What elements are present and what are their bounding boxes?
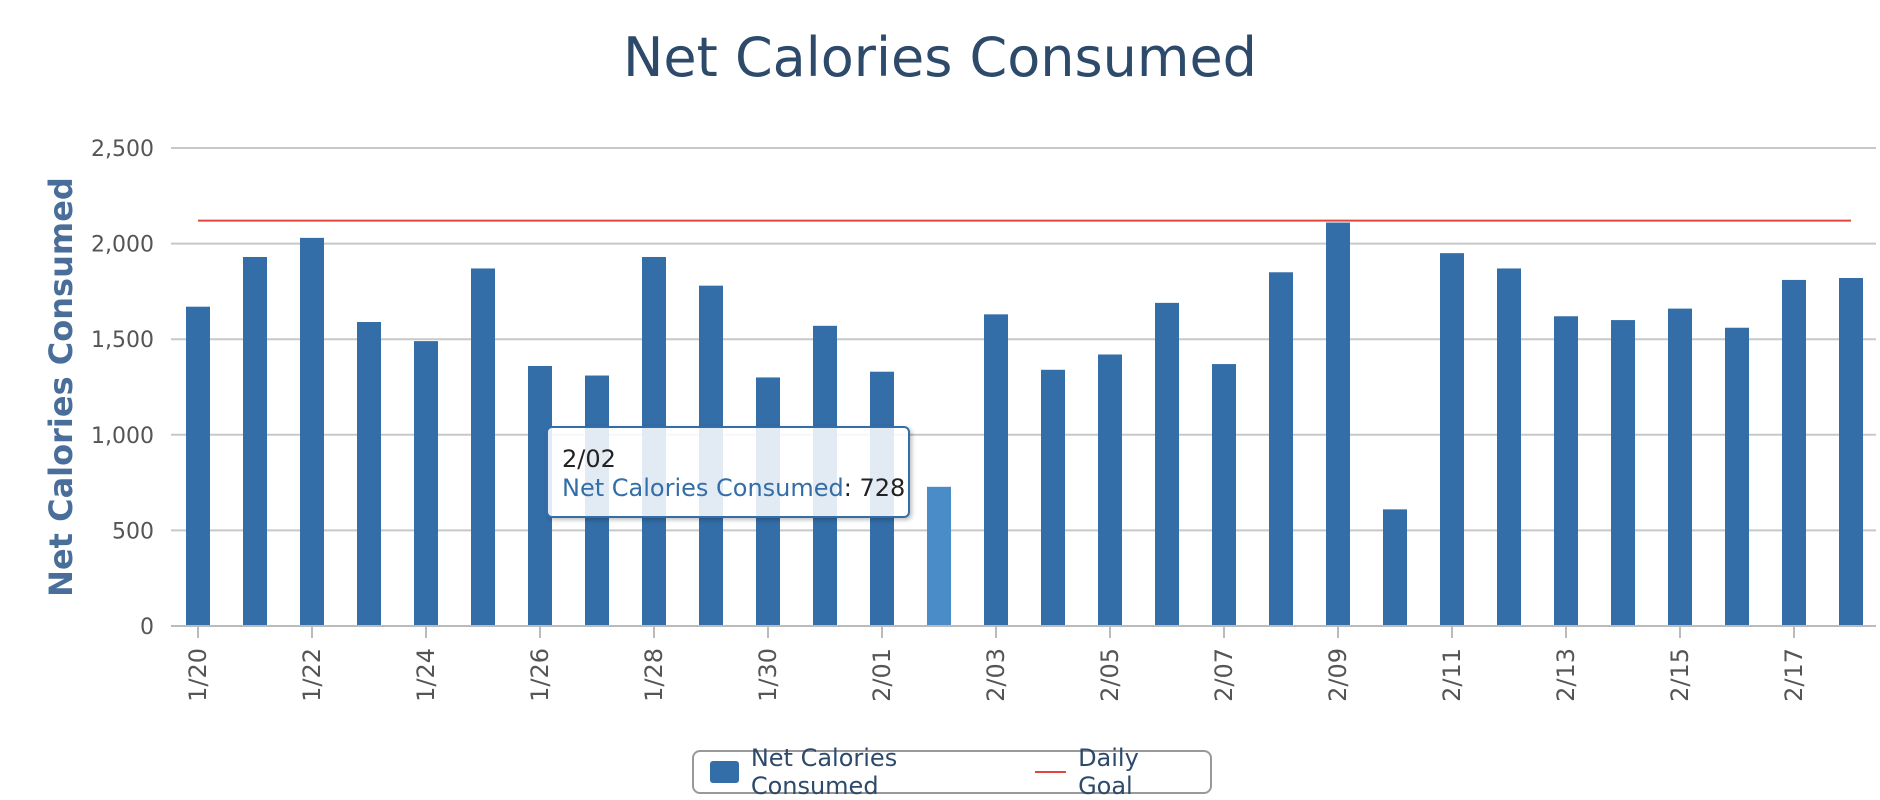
y-tick-label: 2,000 xyxy=(91,233,154,258)
bar[interactable] xyxy=(1839,278,1863,626)
bar[interactable] xyxy=(1326,222,1350,626)
y-axis-ticks: 0 500 1,000 1,500 2,000 2,500 xyxy=(91,137,154,640)
chart-title: Net Calories Consumed xyxy=(623,26,1257,89)
x-tick-label: 2/13 xyxy=(1552,648,1580,702)
tooltip-date: 2/02 xyxy=(562,445,616,473)
bar[interactable] xyxy=(1212,364,1236,626)
tooltip: 2/02 Net Calories Consumed: 728 xyxy=(546,426,910,518)
x-tick-label: 2/09 xyxy=(1324,648,1352,702)
x-tick-label: 2/17 xyxy=(1780,648,1808,702)
x-axis-ticks: 1/20 1/22 1/24 1/26 1/28 1/30 2/01 2/03 2/05 2/07… xyxy=(184,626,1808,702)
x-tick-label: 2/03 xyxy=(982,648,1010,702)
bar[interactable] xyxy=(1497,268,1521,626)
bar[interactable] xyxy=(1155,302,1179,626)
tooltip-series-name: Net Calories Consumed xyxy=(562,474,844,502)
x-tick-label: 2/07 xyxy=(1210,648,1238,702)
x-tick-label: 1/22 xyxy=(298,648,326,702)
bar[interactable] xyxy=(1725,327,1749,626)
x-tick-label: 1/24 xyxy=(412,648,440,702)
bar[interactable] xyxy=(984,314,1008,626)
bar[interactable] xyxy=(927,486,951,626)
y-tick-label: 0 xyxy=(140,615,154,640)
x-tick-label: 2/11 xyxy=(1438,648,1466,702)
legend-label-net-calories: Net Calories Consumed xyxy=(750,744,898,800)
legend-item-net-calories[interactable]: Net Calories Consumed xyxy=(710,744,1021,800)
legend-swatch-bar xyxy=(710,761,739,783)
x-tick-label: 1/30 xyxy=(754,648,782,702)
bar[interactable] xyxy=(357,321,381,626)
x-tick-label: 1/28 xyxy=(640,648,668,702)
bar[interactable] xyxy=(1041,369,1065,626)
y-tick-label: 1,500 xyxy=(91,328,154,353)
bar[interactable] xyxy=(1611,320,1635,626)
y-tick-label: 1,000 xyxy=(91,424,154,449)
legend: Net Calories Consumed Daily Goal xyxy=(692,744,1212,800)
grid-lines xyxy=(171,147,1876,532)
bar[interactable] xyxy=(414,341,438,626)
y-tick-label: 500 xyxy=(112,519,154,544)
bar[interactable] xyxy=(1098,354,1122,626)
bar[interactable] xyxy=(300,237,324,626)
x-tick-label: 1/26 xyxy=(526,648,554,702)
legend-item-daily-goal[interactable]: Daily Goal xyxy=(1035,744,1196,800)
bar-series xyxy=(186,222,1863,626)
bar[interactable] xyxy=(1440,253,1464,626)
legend-label-daily-goal: Daily Goal xyxy=(1078,744,1139,800)
bar[interactable] xyxy=(1269,272,1293,626)
bar[interactable] xyxy=(471,268,495,626)
legend-swatch-line xyxy=(1035,771,1067,773)
bar[interactable] xyxy=(1554,316,1578,626)
bar[interactable] xyxy=(243,256,267,626)
y-axis-label: Net Calories Consumed xyxy=(42,177,80,597)
x-tick-label: 2/05 xyxy=(1096,648,1124,702)
bar[interactable] xyxy=(1383,509,1407,626)
bar[interactable] xyxy=(1668,308,1692,626)
bar[interactable] xyxy=(1782,279,1806,626)
bar[interactable] xyxy=(186,306,210,626)
y-tick-label: 2,500 xyxy=(91,137,154,162)
x-tick-label: 1/20 xyxy=(184,648,212,702)
tooltip-value: 728 xyxy=(859,474,906,502)
x-tick-label: 2/01 xyxy=(868,648,896,702)
x-tick-label: 2/15 xyxy=(1666,648,1694,702)
